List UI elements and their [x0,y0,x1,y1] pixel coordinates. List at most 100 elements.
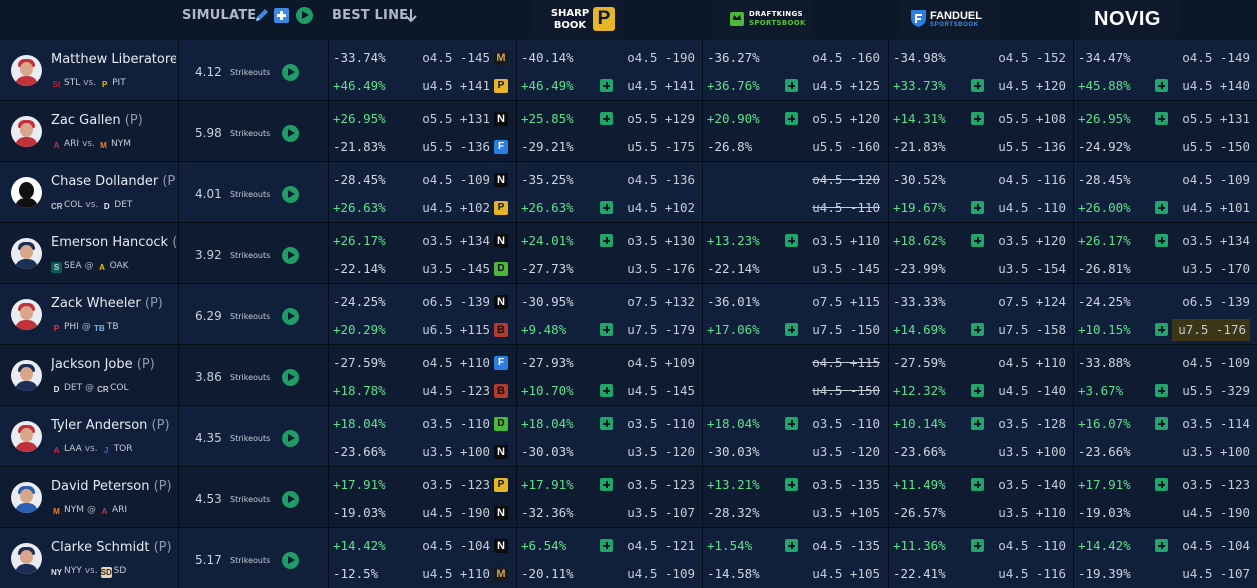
odds-value[interactable]: o3.5 +120 [998,233,1066,248]
pencil-icon[interactable] [253,6,271,24]
dk-line-under[interactable]: u4.5 -150 [707,380,880,402]
nv-line-under[interactable]: +45.88% u4.5 +140 [1078,75,1250,97]
player-name[interactable]: Chase Dollander (P) [51,174,176,189]
odds-value[interactable]: o4.5 -136 [627,172,695,187]
odds-value[interactable]: u3.5 +100 [422,444,490,459]
best-line-under[interactable]: +18.78% u4.5 -123 [333,380,490,402]
sharp-line-under[interactable]: -20.11% u4.5 -109 [521,563,695,585]
odds-value[interactable]: u4.5 +125 [812,78,880,93]
fd-line-over[interactable]: -33.33% o7.5 +124 [893,291,1066,313]
odds-value[interactable]: u7.5 -179 [627,322,695,337]
dk-line-over[interactable]: +20.90% o5.5 +120 [707,108,880,130]
dk-line-under[interactable]: +17.06% u7.5 -150 [707,319,880,341]
odds-value[interactable]: o4.5 -190 [627,50,695,65]
odds-value[interactable]: u4.5 +110 [422,566,490,581]
odds-value[interactable]: u4.5 -140 [998,383,1066,398]
odds-value[interactable]: o5.5 +131 [1182,111,1250,126]
odds-value[interactable]: u4.5 +141 [627,78,695,93]
dk-line-over[interactable]: +1.54% o4.5 -135 [707,535,880,557]
dk-line-over[interactable]: o4.5 +115 [707,352,880,374]
odds-value[interactable]: o3.5 +134 [1182,233,1250,248]
player-name[interactable]: Clarke Schmidt (P) [51,540,176,555]
odds-value[interactable]: u4.5 -110 [812,200,880,215]
odds-value[interactable]: o3.5 +134 [422,233,490,248]
odds-value[interactable]: o4.5 -116 [998,172,1066,187]
best-line-under[interactable]: -23.66% u3.5 +100 [333,441,490,463]
nv-line-under[interactable]: -19.03% u4.5 -190 [1078,502,1250,524]
odds-value[interactable]: o5.5 +129 [627,111,695,126]
best-line-under[interactable]: +26.63% u4.5 +102 [333,197,490,219]
sharp-line-over[interactable]: +17.91% o3.5 -123 [521,474,695,496]
odds-value[interactable]: u4.5 +105 [812,566,880,581]
add-bet-icon[interactable] [785,539,798,552]
add-bet-icon[interactable] [1155,323,1168,336]
fd-line-under[interactable]: +12.32% u4.5 -140 [893,380,1066,402]
best-line-over[interactable]: -28.45% o4.5 -109 [333,169,490,191]
odds-value[interactable]: o3.5 -140 [998,477,1066,492]
odds-value[interactable]: u3.5 -120 [627,444,695,459]
fd-line-over[interactable]: -30.52% o4.5 -116 [893,169,1066,191]
odds-value[interactable]: u3.5 +110 [998,505,1066,520]
add-bet-icon[interactable] [1155,417,1168,430]
dk-line-over[interactable]: -36.27% o4.5 -160 [707,47,880,69]
odds-value[interactable]: u4.5 -116 [998,566,1066,581]
add-bet-icon[interactable] [971,112,984,125]
nv-line-under[interactable]: +26.00% u4.5 +101 [1078,197,1250,219]
odds-value[interactable]: o3.5 -114 [1182,416,1250,431]
odds-value[interactable]: u3.5 -170 [1182,261,1250,276]
add-bet-icon[interactable] [1155,384,1168,397]
dk-line-over[interactable]: o4.5 -120 [707,169,880,191]
odds-value[interactable]: u4.5 -190 [1182,505,1250,520]
odds-value[interactable]: o4.5 -135 [812,538,880,553]
add-bet-icon[interactable] [971,323,984,336]
add-bet-icon[interactable] [1155,539,1168,552]
sharp-line-over[interactable]: -40.14% o4.5 -190 [521,47,695,69]
simulate-play-icon[interactable] [282,64,299,81]
odds-value[interactable]: u7.5 -176 [1172,319,1250,341]
dk-line-under[interactable]: -14.58% u4.5 +105 [707,563,880,585]
odds-value[interactable]: u3.5 -145 [812,261,880,276]
odds-value[interactable]: o3.5 -135 [812,477,880,492]
odds-value[interactable]: o5.5 +120 [812,111,880,126]
odds-value[interactable]: u4.5 -110 [998,200,1066,215]
nv-line-over[interactable]: -34.47% o4.5 -149 [1078,47,1250,69]
odds-value[interactable]: u3.5 -176 [627,261,695,276]
simulate-play-icon[interactable] [282,308,299,325]
add-bet-icon[interactable] [600,112,613,125]
nv-line-over[interactable]: +17.91% o3.5 -123 [1078,474,1250,496]
odds-value[interactable]: o7.5 +132 [627,294,695,309]
odds-value[interactable]: o4.5 -104 [422,538,490,553]
odds-value[interactable]: u5.5 -175 [627,139,695,154]
odds-value[interactable]: u4.5 -123 [422,383,490,398]
odds-value[interactable]: u4.5 +102 [627,200,695,215]
nv-line-under[interactable]: -19.39% u4.5 -107 [1078,563,1250,585]
simulate-play-icon[interactable] [282,430,299,447]
dk-line-under[interactable]: -30.03% u3.5 -120 [707,441,880,463]
odds-value[interactable]: u4.5 -150 [812,383,880,398]
add-bet-icon[interactable] [600,539,613,552]
best-line-header[interactable]: BEST LINE [332,8,409,23]
fd-line-under[interactable]: +33.73% u4.5 +120 [893,75,1066,97]
best-line-under[interactable]: -12.5% u4.5 +110 [333,563,490,585]
nv-line-under[interactable]: -24.92% u5.5 -150 [1078,136,1250,158]
odds-value[interactable]: o7.5 +124 [998,294,1066,309]
fd-line-under[interactable]: -22.41% u4.5 -116 [893,563,1066,585]
odds-value[interactable]: u4.5 -145 [627,383,695,398]
nv-line-over[interactable]: -28.45% o4.5 -109 [1078,169,1250,191]
sharp-line-over[interactable]: +18.04% o3.5 -110 [521,413,695,435]
simulate-play-icon[interactable] [282,247,299,264]
odds-value[interactable]: u3.5 -145 [422,261,490,276]
player-name[interactable]: Tyler Anderson (P) [51,418,176,433]
add-bet-icon[interactable] [600,417,613,430]
sharp-line-under[interactable]: +10.70% u4.5 -145 [521,380,695,402]
fd-line-under[interactable]: -21.83% u5.5 -136 [893,136,1066,158]
add-bet-icon[interactable] [600,323,613,336]
odds-value[interactable]: o4.5 -152 [998,50,1066,65]
odds-value[interactable]: u5.5 -160 [812,139,880,154]
add-bet-icon[interactable] [971,478,984,491]
odds-value[interactable]: o4.5 -109 [1182,172,1250,187]
best-line-over[interactable]: +26.17% o3.5 +134 [333,230,490,252]
add-bet-icon[interactable] [785,112,798,125]
fd-line-over[interactable]: +11.49% o3.5 -140 [893,474,1066,496]
dk-line-under[interactable]: -26.8% u5.5 -160 [707,136,880,158]
